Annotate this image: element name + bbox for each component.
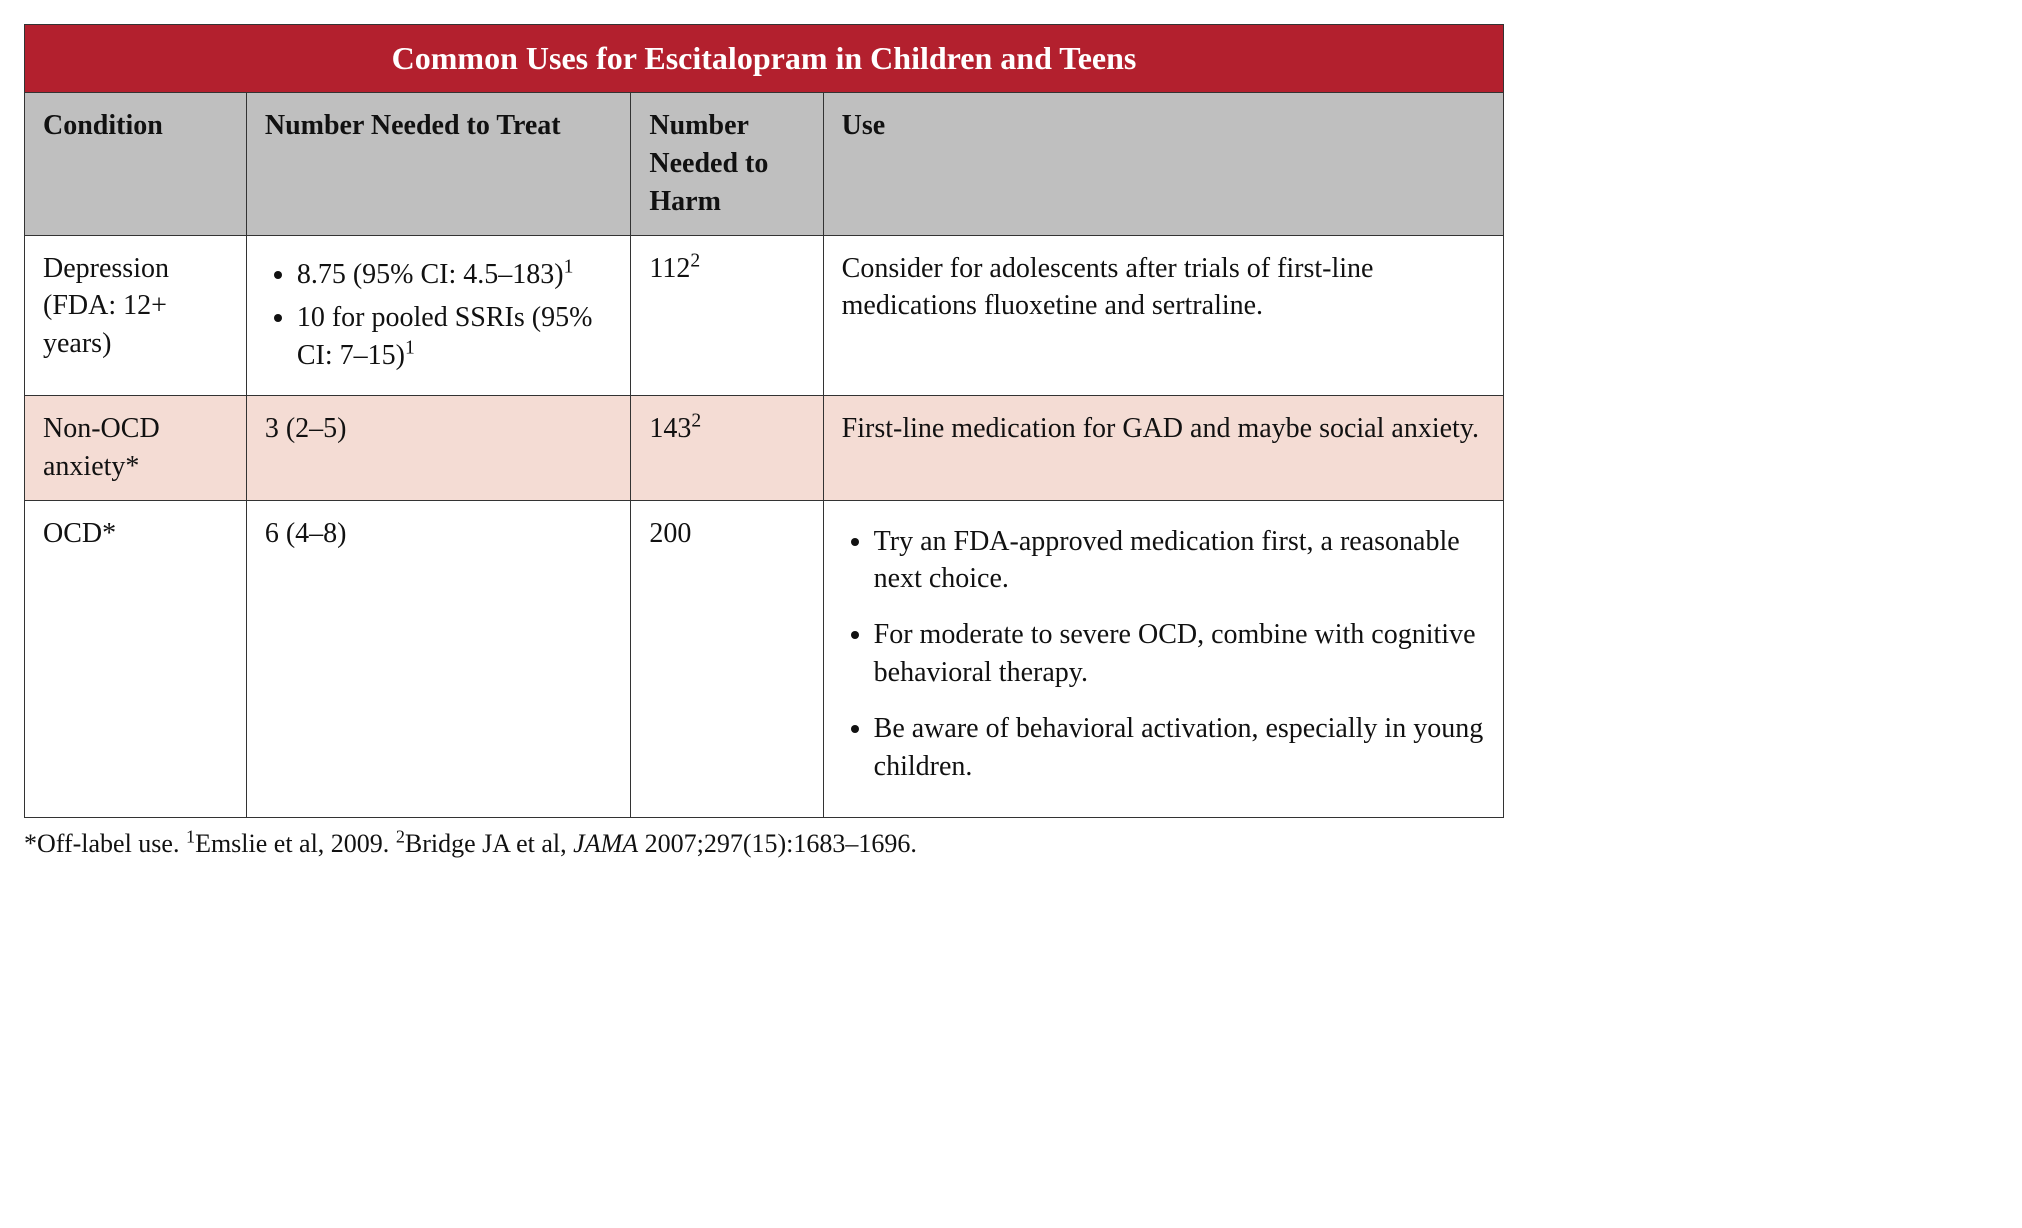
list-item: Be aware of behavioral activation, espec… — [874, 710, 1485, 786]
list-item: 8.75 (95% CI: 4.5–183)1 — [297, 256, 613, 294]
col-header-use: Use — [823, 93, 1503, 235]
footnote-ref2-pre: Bridge JA et al, — [405, 829, 573, 858]
escitalopram-uses-table: Common Uses for Escitalopram in Children… — [24, 24, 1504, 818]
cell-nnh: 200 — [631, 500, 823, 818]
col-header-nnh: Number Needed to Harm — [631, 93, 823, 235]
cell-use: Try an FDA-approved medication first, a … — [823, 500, 1503, 818]
table-title-row: Common Uses for Escitalopram in Children… — [25, 25, 1504, 93]
cell-nnt: 3 (2–5) — [246, 395, 631, 500]
cell-use: First-line medication for GAD and maybe … — [823, 395, 1503, 500]
footnote-offlabel: *Off-label use. — [24, 829, 186, 858]
list-item: For moderate to severe OCD, combine with… — [874, 616, 1485, 692]
cell-use: Consider for adolescents after trials of… — [823, 235, 1503, 395]
cell-condition: OCD* — [25, 500, 247, 818]
table-title: Common Uses for Escitalopram in Children… — [25, 25, 1504, 93]
table-footnote: *Off-label use. 1Emslie et al, 2009. 2Br… — [24, 826, 1504, 861]
cell-condition: Non-OCD anxiety* — [25, 395, 247, 500]
footnote-ref2-journal: JAMA — [573, 829, 638, 858]
footnote-ref1-label: 1 — [186, 827, 195, 847]
table-body: Depression (FDA: 12+ years)8.75 (95% CI:… — [25, 235, 1504, 818]
col-header-condition: Condition — [25, 93, 247, 235]
cell-nnh: 1432 — [631, 395, 823, 500]
cell-nnh: 1122 — [631, 235, 823, 395]
table-row: Non-OCD anxiety*3 (2–5)1432First-line me… — [25, 395, 1504, 500]
list-item: Try an FDA-approved medication first, a … — [874, 523, 1485, 599]
cell-nnt: 6 (4–8) — [246, 500, 631, 818]
footnote-ref1-text: Emslie et al, 2009. — [195, 829, 396, 858]
cell-nnt: 8.75 (95% CI: 4.5–183)1 10 for pooled SSR… — [246, 235, 631, 395]
col-header-nnt: Number Needed to Treat — [246, 93, 631, 235]
footnote-ref2-post: 2007;297(15):1683–1696. — [638, 829, 917, 858]
table-header-row: Condition Number Needed to Treat Number … — [25, 93, 1504, 235]
list-item: 10 for pooled SSRIs (95% CI: 7–15)1 — [297, 299, 613, 375]
footnote-ref2-label: 2 — [396, 827, 405, 847]
table-row: Depression (FDA: 12+ years)8.75 (95% CI:… — [25, 235, 1504, 395]
table-row: OCD*6 (4–8)200 Try an FDA-approved medica… — [25, 500, 1504, 818]
cell-condition: Depression (FDA: 12+ years) — [25, 235, 247, 395]
